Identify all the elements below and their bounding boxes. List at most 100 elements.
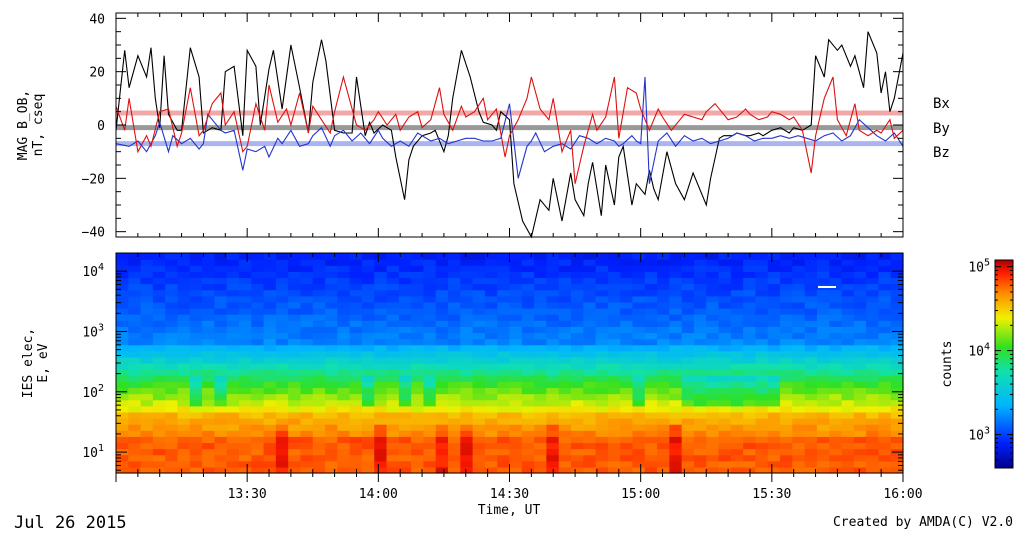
spectrogram-cell — [460, 314, 474, 321]
spectrogram-cell — [214, 295, 228, 303]
spectrogram-cell — [165, 259, 179, 266]
spectrogram-cell — [263, 430, 277, 437]
spectrogram-cell — [595, 350, 609, 358]
spectrogram-cell — [693, 283, 707, 291]
spectrogram-cell — [570, 448, 584, 456]
spectrogram-cell — [337, 454, 351, 462]
spectrogram-cell — [755, 411, 769, 419]
spectrogram-cell — [534, 405, 547, 413]
spectrogram-cell — [681, 381, 695, 389]
spectrogram-cell — [374, 326, 388, 334]
spectrogram-cell — [866, 320, 880, 327]
spectrogram-cell — [448, 363, 461, 370]
spectrogram-cell — [595, 399, 609, 407]
spectrogram-cell — [632, 430, 646, 437]
spectrogram-cell — [398, 387, 412, 395]
spectrogram-cell — [312, 430, 326, 437]
spectrogram-cell — [792, 295, 806, 303]
spectrogram-cell — [521, 430, 535, 437]
spectrogram-cell — [497, 405, 511, 413]
spectrogram-cell — [226, 332, 240, 340]
spectrogram-cell — [767, 454, 781, 462]
spectrogram-cell — [165, 460, 179, 468]
spectrogram-cell — [337, 399, 351, 407]
spectrogram-cell — [693, 344, 707, 352]
spectrogram-cell — [460, 326, 474, 334]
spectrogram-cell — [263, 253, 277, 260]
spectrogram-cell — [202, 424, 215, 431]
spectrogram-cell — [607, 283, 621, 291]
spectrogram-cell — [743, 283, 757, 291]
spectrogram-cell — [620, 283, 634, 291]
spectrogram-cell — [804, 253, 818, 260]
spectrogram-cell — [374, 466, 388, 474]
spectrogram-cell — [558, 265, 572, 272]
spectrogram-cell — [570, 369, 584, 376]
spectrogram-cell — [866, 375, 880, 382]
time-tick-label: 16:00 — [883, 487, 922, 502]
spectrogram-cell — [497, 295, 511, 303]
spectrogram-cell — [472, 259, 486, 266]
spectrogram-cell — [644, 308, 658, 315]
spectrogram-cell — [804, 411, 818, 419]
spectrogram-cell — [595, 271, 609, 279]
spectrogram-cell — [644, 265, 658, 272]
spectrogram-cell — [177, 430, 191, 437]
spectrogram-cell — [853, 308, 867, 315]
spectrogram-cell — [128, 301, 142, 309]
spectrogram-cell — [878, 369, 892, 376]
spectrogram-cell — [878, 320, 892, 327]
spectrogram-cell — [337, 466, 351, 474]
spectrogram-cell — [361, 424, 375, 431]
spectrogram-cell — [472, 301, 486, 309]
spectrogram-cell — [423, 387, 437, 395]
spectrogram-cell — [558, 411, 572, 419]
spectrogram-cell — [878, 460, 892, 468]
spectrogram-cell — [730, 448, 744, 456]
spectrogram-cell — [361, 283, 375, 291]
spectrogram-cell — [251, 411, 265, 419]
spectrogram-cell — [767, 387, 781, 395]
spectrogram-cell — [398, 308, 412, 315]
spectrogram-cell — [730, 259, 744, 266]
spectrogram-cell — [509, 466, 523, 474]
spectrogram-cell — [558, 277, 572, 285]
spectrogram-cell — [288, 283, 302, 291]
spectrogram-cell — [128, 393, 142, 401]
spectrogram-cell — [730, 289, 744, 297]
spectrogram-cell — [386, 265, 400, 272]
spectrogram-cell — [386, 271, 400, 279]
spectrogram-cell — [423, 344, 437, 352]
spectrogram-cell — [361, 338, 375, 346]
spectrogram-cell — [730, 283, 744, 291]
spectrogram-cell — [226, 283, 240, 291]
spectrogram-cell — [448, 289, 461, 297]
spectrogram-cell — [116, 326, 129, 334]
spectrogram-cell — [202, 436, 215, 444]
spectrogram-cell — [521, 418, 535, 425]
spectrogram-cell — [238, 418, 252, 425]
spectrogram-cell — [140, 301, 154, 309]
spectrogram-cell — [116, 399, 129, 407]
spectrogram-cell — [534, 326, 547, 334]
spectrogram-cell — [558, 301, 572, 309]
spectrogram-cell — [693, 430, 707, 437]
spectrogram-cell — [632, 381, 646, 389]
spectrogram-cell — [558, 326, 572, 334]
spectrogram-cell — [226, 442, 240, 450]
spectrogram-cell — [435, 369, 449, 376]
spectrogram-cell — [202, 332, 215, 340]
spectrogram-cell — [214, 332, 228, 340]
spectrogram-cell — [435, 387, 449, 395]
spectrogram-cell — [300, 326, 314, 334]
series-line-bz — [115, 74, 904, 184]
spectrogram-cell — [116, 350, 129, 358]
spectrogram-cell — [570, 265, 584, 272]
spectrogram-cell — [743, 387, 757, 395]
spectrogram-cell — [386, 356, 400, 364]
spectrogram-cell — [226, 436, 240, 444]
spectrogram-cell — [398, 265, 412, 272]
x-axis-label: Time, UT — [478, 503, 541, 518]
spectrogram-cell — [275, 424, 289, 431]
spectrogram-cell — [165, 338, 179, 346]
